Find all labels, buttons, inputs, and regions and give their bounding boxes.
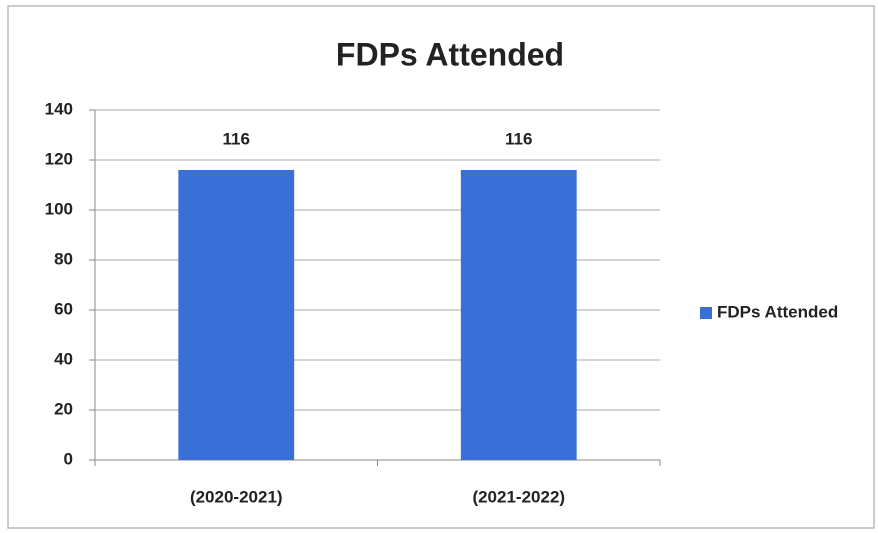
legend-label: FDPs Attended (717, 302, 838, 321)
legend-swatch (700, 307, 712, 319)
y-tick-label: 20 (54, 399, 73, 418)
y-tick-label: 120 (45, 149, 73, 168)
x-tick-label: (2020-2021) (190, 487, 283, 506)
x-tick-label: (2021-2022) (472, 487, 565, 506)
bar (460, 170, 577, 460)
y-tick-label: 140 (45, 99, 73, 118)
y-tick-label: 40 (54, 349, 73, 368)
y-tick-label: 60 (54, 299, 73, 318)
data-label: 116 (505, 129, 532, 148)
y-tick-label: 0 (64, 449, 73, 468)
y-tick-label: 80 (54, 249, 73, 268)
y-tick-label: 100 (45, 199, 73, 218)
chart-title: FDPs Attended (336, 36, 564, 72)
data-label: 116 (223, 129, 250, 148)
bar (178, 170, 295, 460)
chart-frame (7, 5, 875, 529)
